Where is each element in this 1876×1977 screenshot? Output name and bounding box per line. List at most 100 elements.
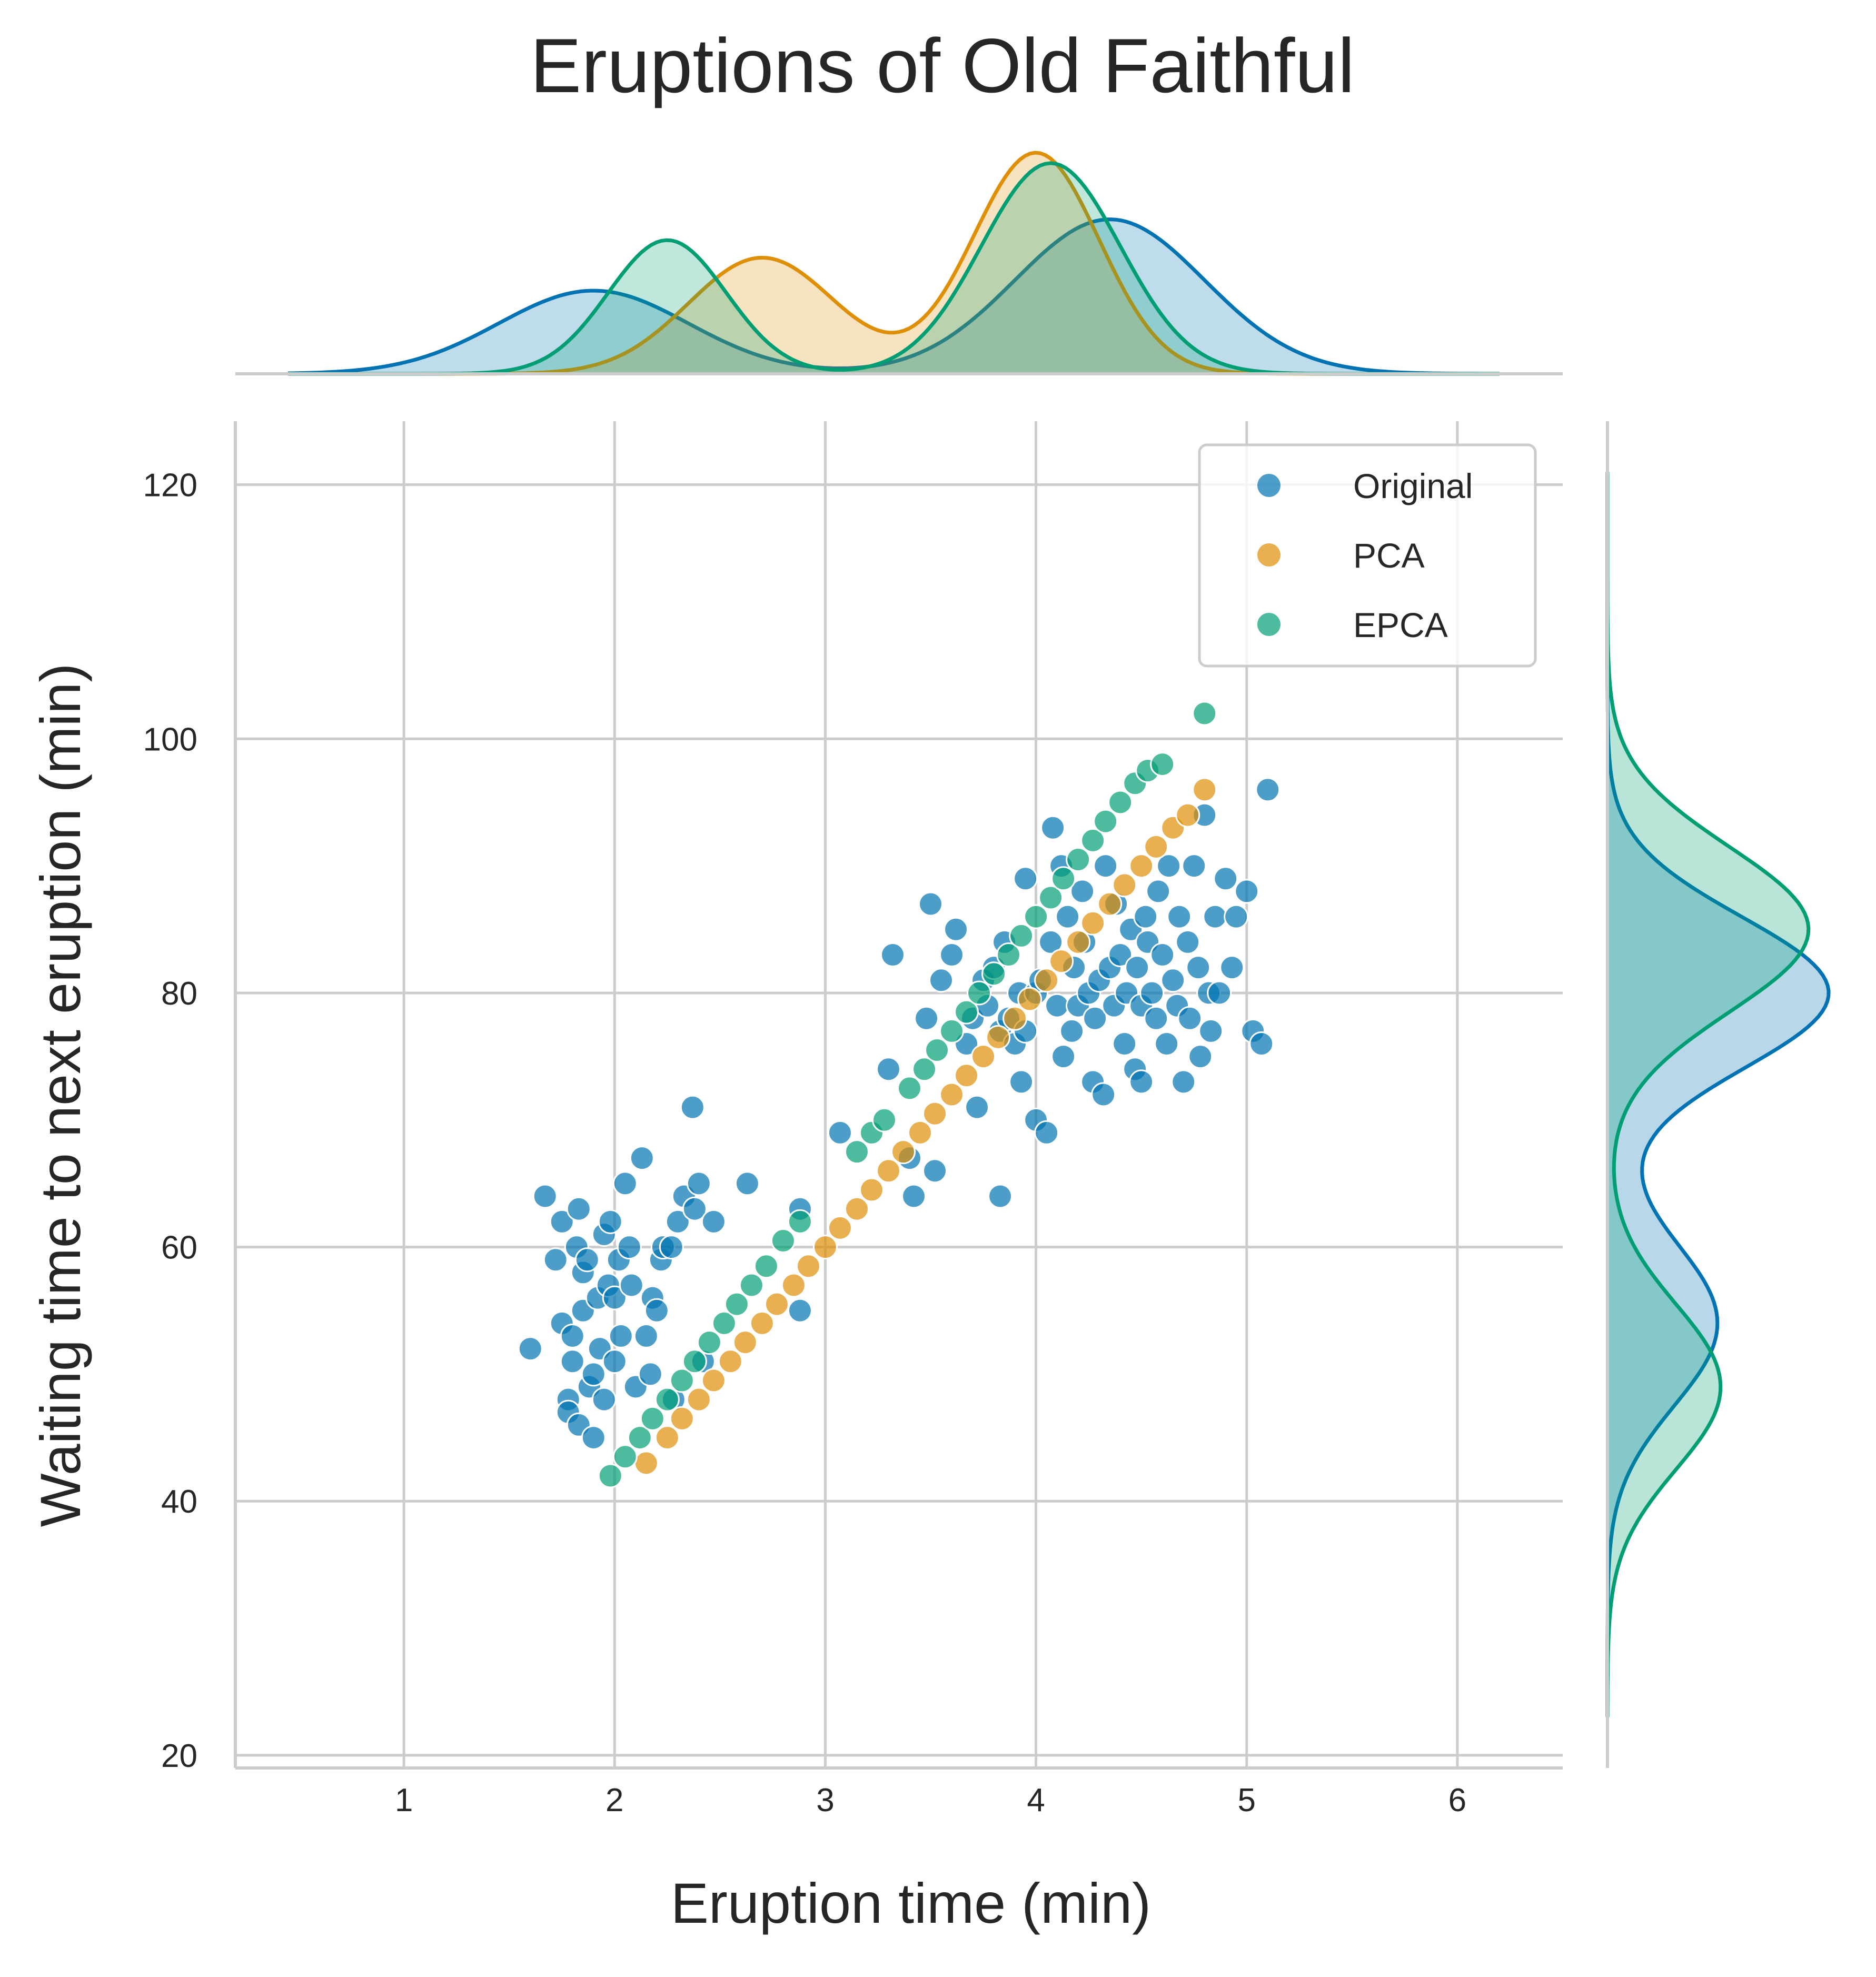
- point-pca: [922, 1101, 948, 1126]
- x-tick-label: 6: [1448, 1782, 1466, 1819]
- point-original: [1040, 815, 1066, 840]
- point-epca: [844, 1139, 869, 1165]
- legend-marker-epca: [1257, 613, 1281, 636]
- x-tick-label: 5: [1238, 1782, 1256, 1819]
- point-epca: [697, 1330, 722, 1355]
- point-epca: [897, 1076, 922, 1101]
- x-tick-label: 4: [1027, 1782, 1045, 1819]
- point-original: [1156, 853, 1182, 879]
- point-epca: [753, 1254, 779, 1279]
- point-original: [680, 1095, 705, 1120]
- point-original: [1112, 1031, 1137, 1056]
- point-original: [1150, 942, 1175, 968]
- point-original: [1249, 1031, 1274, 1056]
- point-original: [543, 1247, 568, 1273]
- point-pca: [1175, 802, 1200, 828]
- point-epca: [981, 961, 1007, 987]
- point-original: [1207, 980, 1232, 1006]
- legend-label-epca: EPCA: [1353, 605, 1448, 644]
- x-axis-label: Eruption time (min): [671, 1871, 1151, 1935]
- point-epca: [612, 1444, 638, 1469]
- marginal-x-area-epca: [288, 163, 1500, 374]
- point-epca: [967, 980, 992, 1006]
- point-original: [665, 1209, 690, 1234]
- point-epca: [912, 1057, 937, 1082]
- point-original: [566, 1196, 591, 1221]
- legend-box: [1198, 443, 1537, 668]
- marginal-x-area-original: [288, 219, 1500, 374]
- point-pca: [686, 1387, 711, 1412]
- point-pca: [1097, 891, 1123, 917]
- point-pca: [701, 1368, 726, 1393]
- point-original: [1219, 955, 1245, 980]
- point-original: [1009, 1069, 1034, 1095]
- point-pca: [1002, 1006, 1028, 1031]
- y-tick-label: 120: [143, 468, 197, 504]
- point-pca: [1192, 777, 1217, 802]
- point-pca: [781, 1273, 806, 1298]
- point-epca: [1024, 904, 1049, 929]
- legend-marker-original: [1257, 474, 1281, 497]
- point-original: [939, 942, 965, 968]
- point-original: [608, 1324, 633, 1349]
- point-epca: [627, 1425, 652, 1451]
- point-epca: [1150, 752, 1175, 777]
- point-original: [532, 1184, 558, 1209]
- point-original: [1034, 1120, 1059, 1145]
- point-epca: [1009, 923, 1034, 948]
- point-original: [1038, 929, 1064, 955]
- point-pca: [876, 1158, 901, 1184]
- legend: Original PCA EPCA: [1198, 443, 1537, 668]
- point-original: [659, 1235, 684, 1260]
- point-original: [1171, 1069, 1196, 1095]
- point-pca: [764, 1291, 789, 1317]
- marginal-y-area-original: [1607, 472, 1829, 1717]
- point-epca: [939, 1018, 965, 1044]
- point-original: [876, 1057, 901, 1082]
- point-original: [1108, 942, 1133, 968]
- point-original: [1255, 777, 1281, 802]
- point-original: [581, 1425, 606, 1451]
- point-original: [1160, 968, 1186, 993]
- point-pca: [1080, 910, 1106, 936]
- legend-marker-pca: [1257, 543, 1281, 567]
- point-original: [988, 1184, 1013, 1209]
- y-axis-label: Waiting time to next eruption (min): [28, 663, 92, 1527]
- point-original: [1055, 904, 1080, 929]
- point-original: [1203, 904, 1228, 929]
- point-original: [787, 1298, 812, 1323]
- point-original: [1188, 1044, 1213, 1069]
- point-original: [1175, 929, 1200, 955]
- marginal-y-curve-epca: [1605, 472, 1811, 1717]
- point-original: [644, 1298, 669, 1323]
- point-epca: [711, 1310, 737, 1336]
- point-original: [619, 1273, 644, 1298]
- point-pca: [796, 1254, 821, 1279]
- point-original: [1133, 904, 1158, 929]
- point-original: [1182, 853, 1207, 879]
- point-original: [591, 1387, 617, 1412]
- point-original: [1093, 853, 1118, 879]
- point-original: [581, 1362, 606, 1387]
- point-epca: [925, 1038, 950, 1063]
- point-epca: [1066, 847, 1091, 872]
- point-original: [922, 1158, 948, 1184]
- x-tick-label: 2: [606, 1782, 623, 1819]
- point-original: [518, 1336, 543, 1362]
- point-original: [1045, 993, 1070, 1018]
- point-pca: [718, 1349, 743, 1374]
- point-pca: [891, 1139, 916, 1165]
- y-tick-label: 80: [161, 976, 197, 1012]
- marginal-y-area-epca: [1607, 472, 1809, 1717]
- point-original: [1125, 955, 1150, 980]
- point-original: [549, 1209, 574, 1234]
- point-pca: [633, 1451, 659, 1476]
- point-original: [598, 1209, 623, 1234]
- point-pca: [908, 1120, 933, 1145]
- point-epca: [682, 1349, 707, 1374]
- point-epca: [1080, 828, 1106, 853]
- point-epca: [724, 1291, 749, 1317]
- point-original: [1129, 1069, 1154, 1095]
- x-tick-label: 1: [395, 1782, 413, 1819]
